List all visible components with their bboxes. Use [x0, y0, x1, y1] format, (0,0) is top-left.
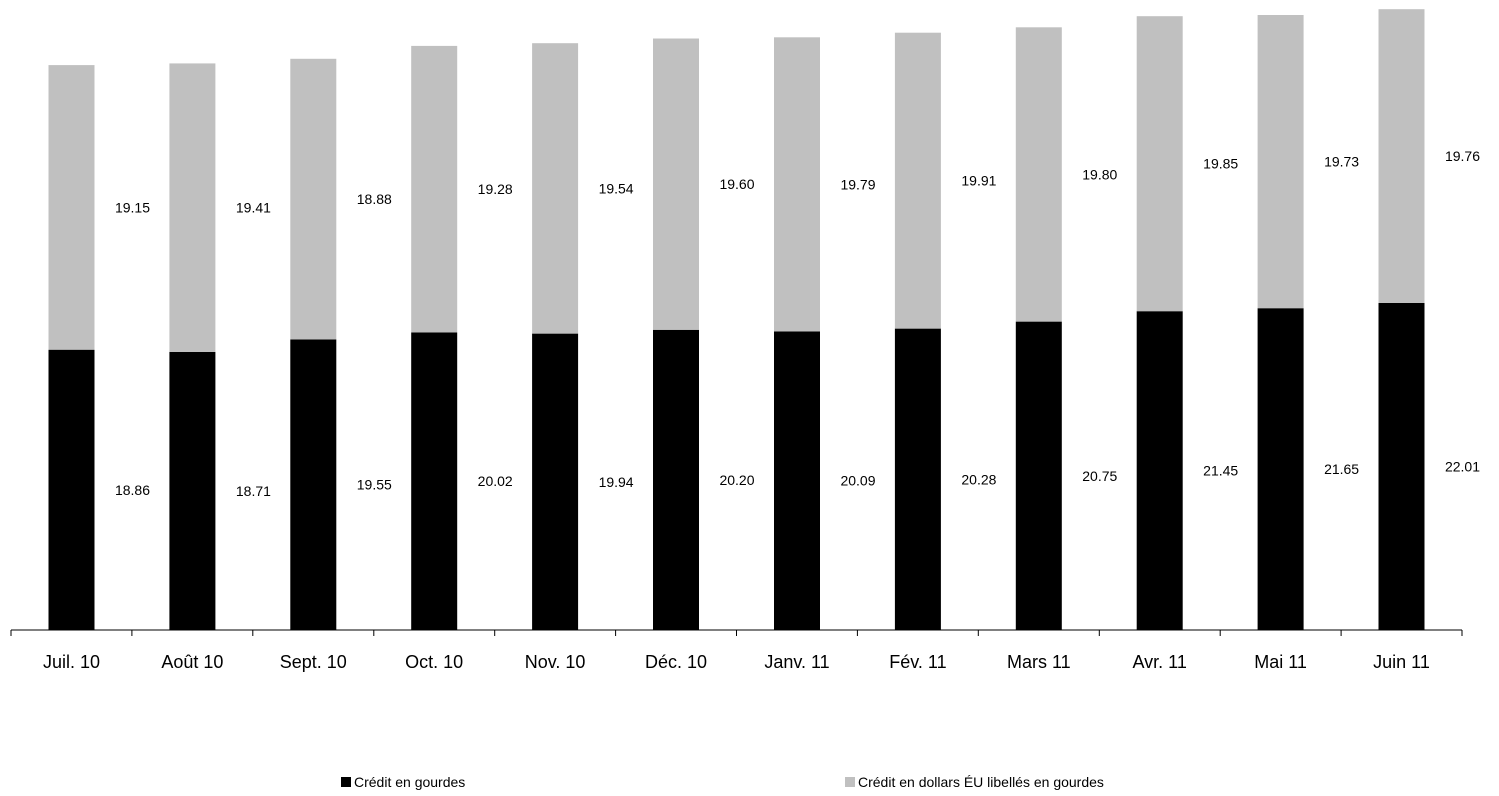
x-tick-label: Juin 11 — [1373, 652, 1430, 672]
legend-item-credit-gourdes: Crédit en gourdes — [341, 774, 465, 790]
bar-segment-credit-gourdes — [774, 331, 820, 630]
bar-segment-credit-dollars — [774, 37, 820, 332]
data-label: 19.60 — [719, 176, 754, 192]
data-label: 20.20 — [719, 472, 754, 488]
x-tick-label: Oct. 10 — [405, 652, 463, 672]
bar-segment-credit-dollars — [1378, 9, 1425, 303]
data-label: 20.09 — [840, 473, 875, 489]
data-label: 19.73 — [1324, 154, 1359, 170]
x-tick-label: Mars 11 — [1007, 652, 1071, 672]
x-tick-label: Sept. 10 — [280, 652, 347, 672]
x-tick-label: Juil. 10 — [43, 652, 100, 672]
data-label: 21.65 — [1324, 461, 1359, 477]
bar-segment-credit-dollars — [1257, 15, 1304, 309]
x-tick-label: Fév. 11 — [889, 652, 946, 672]
bar-segment-credit-gourdes — [290, 339, 337, 630]
data-label: 18.86 — [115, 482, 150, 498]
bar-segment-credit-dollars — [1015, 27, 1062, 322]
bar-segment-credit-dollars — [1136, 16, 1183, 312]
bar-segment-credit-gourdes — [411, 332, 458, 630]
data-label: 19.85 — [1203, 156, 1238, 172]
bar-segment-credit-dollars — [532, 43, 579, 334]
data-label: 19.76 — [1445, 148, 1480, 164]
data-label: 19.55 — [357, 477, 392, 493]
x-axis: Juil. 10 Août 10 Sept. 10 Oct. 10 Nov. 10 Déc… — [10, 629, 1463, 672]
bar-segment-credit-gourdes — [1136, 311, 1183, 630]
bar-segment-credit-gourdes — [532, 333, 579, 630]
bar-segment-credit-dollars — [169, 63, 216, 352]
data-label: 19.54 — [599, 180, 634, 196]
data-label: 18.71 — [236, 483, 271, 499]
x-tick-label: Déc. 10 — [645, 652, 707, 672]
bars-layer — [48, 9, 1425, 630]
bar-segment-credit-dollars — [48, 65, 95, 350]
data-label: 18.88 — [357, 191, 392, 207]
data-label: 19.41 — [236, 200, 271, 216]
bar-segment-credit-dollars — [653, 38, 699, 330]
legend-swatch-black — [341, 777, 351, 787]
data-label: 20.75 — [1082, 468, 1117, 484]
data-label: 19.94 — [599, 474, 634, 490]
legend: Crédit en gourdes Crédit en dollars ÉU l… — [0, 774, 1499, 796]
data-label: 20.28 — [961, 471, 996, 487]
bar-segment-credit-dollars — [411, 45, 458, 333]
legend-label: Crédit en dollars ÉU libellés en gourdes — [858, 774, 1104, 790]
legend-item-credit-dollars: Crédit en dollars ÉU libellés en gourdes — [845, 774, 1104, 790]
data-label: 19.91 — [961, 173, 996, 189]
bar-segment-credit-gourdes — [894, 328, 941, 630]
x-tick-label: Août 10 — [161, 652, 223, 672]
bar-segment-credit-dollars — [894, 32, 941, 329]
bar-segment-credit-dollars — [290, 58, 337, 340]
bar-segment-credit-gourdes — [48, 349, 95, 630]
data-label: 19.79 — [840, 176, 875, 192]
data-label: 19.80 — [1082, 167, 1117, 183]
bar-segment-credit-gourdes — [1378, 302, 1425, 630]
data-label: 22.01 — [1445, 458, 1480, 474]
x-tick-label: Mai 11 — [1254, 652, 1307, 672]
bar-segment-credit-gourdes — [169, 351, 216, 630]
legend-label: Crédit en gourdes — [354, 774, 466, 790]
x-tick-label: Janv. 11 — [764, 652, 829, 672]
legend-swatch-gray — [845, 777, 855, 787]
data-label: 21.45 — [1203, 463, 1238, 479]
bar-segment-credit-gourdes — [653, 329, 699, 630]
data-label: 19.15 — [115, 199, 150, 215]
bar-segment-credit-gourdes — [1015, 321, 1062, 630]
data-labels-layer: 18.86 19.15 18.71 19.41 19.55 18.88 20.02 19.28… — [115, 148, 1480, 499]
data-label: 20.02 — [478, 473, 513, 489]
x-tick-label: Avr. 11 — [1133, 652, 1187, 672]
x-tick-label: Nov. 10 — [525, 652, 586, 672]
bar-segment-credit-gourdes — [1257, 308, 1304, 630]
data-label: 19.28 — [478, 181, 513, 197]
